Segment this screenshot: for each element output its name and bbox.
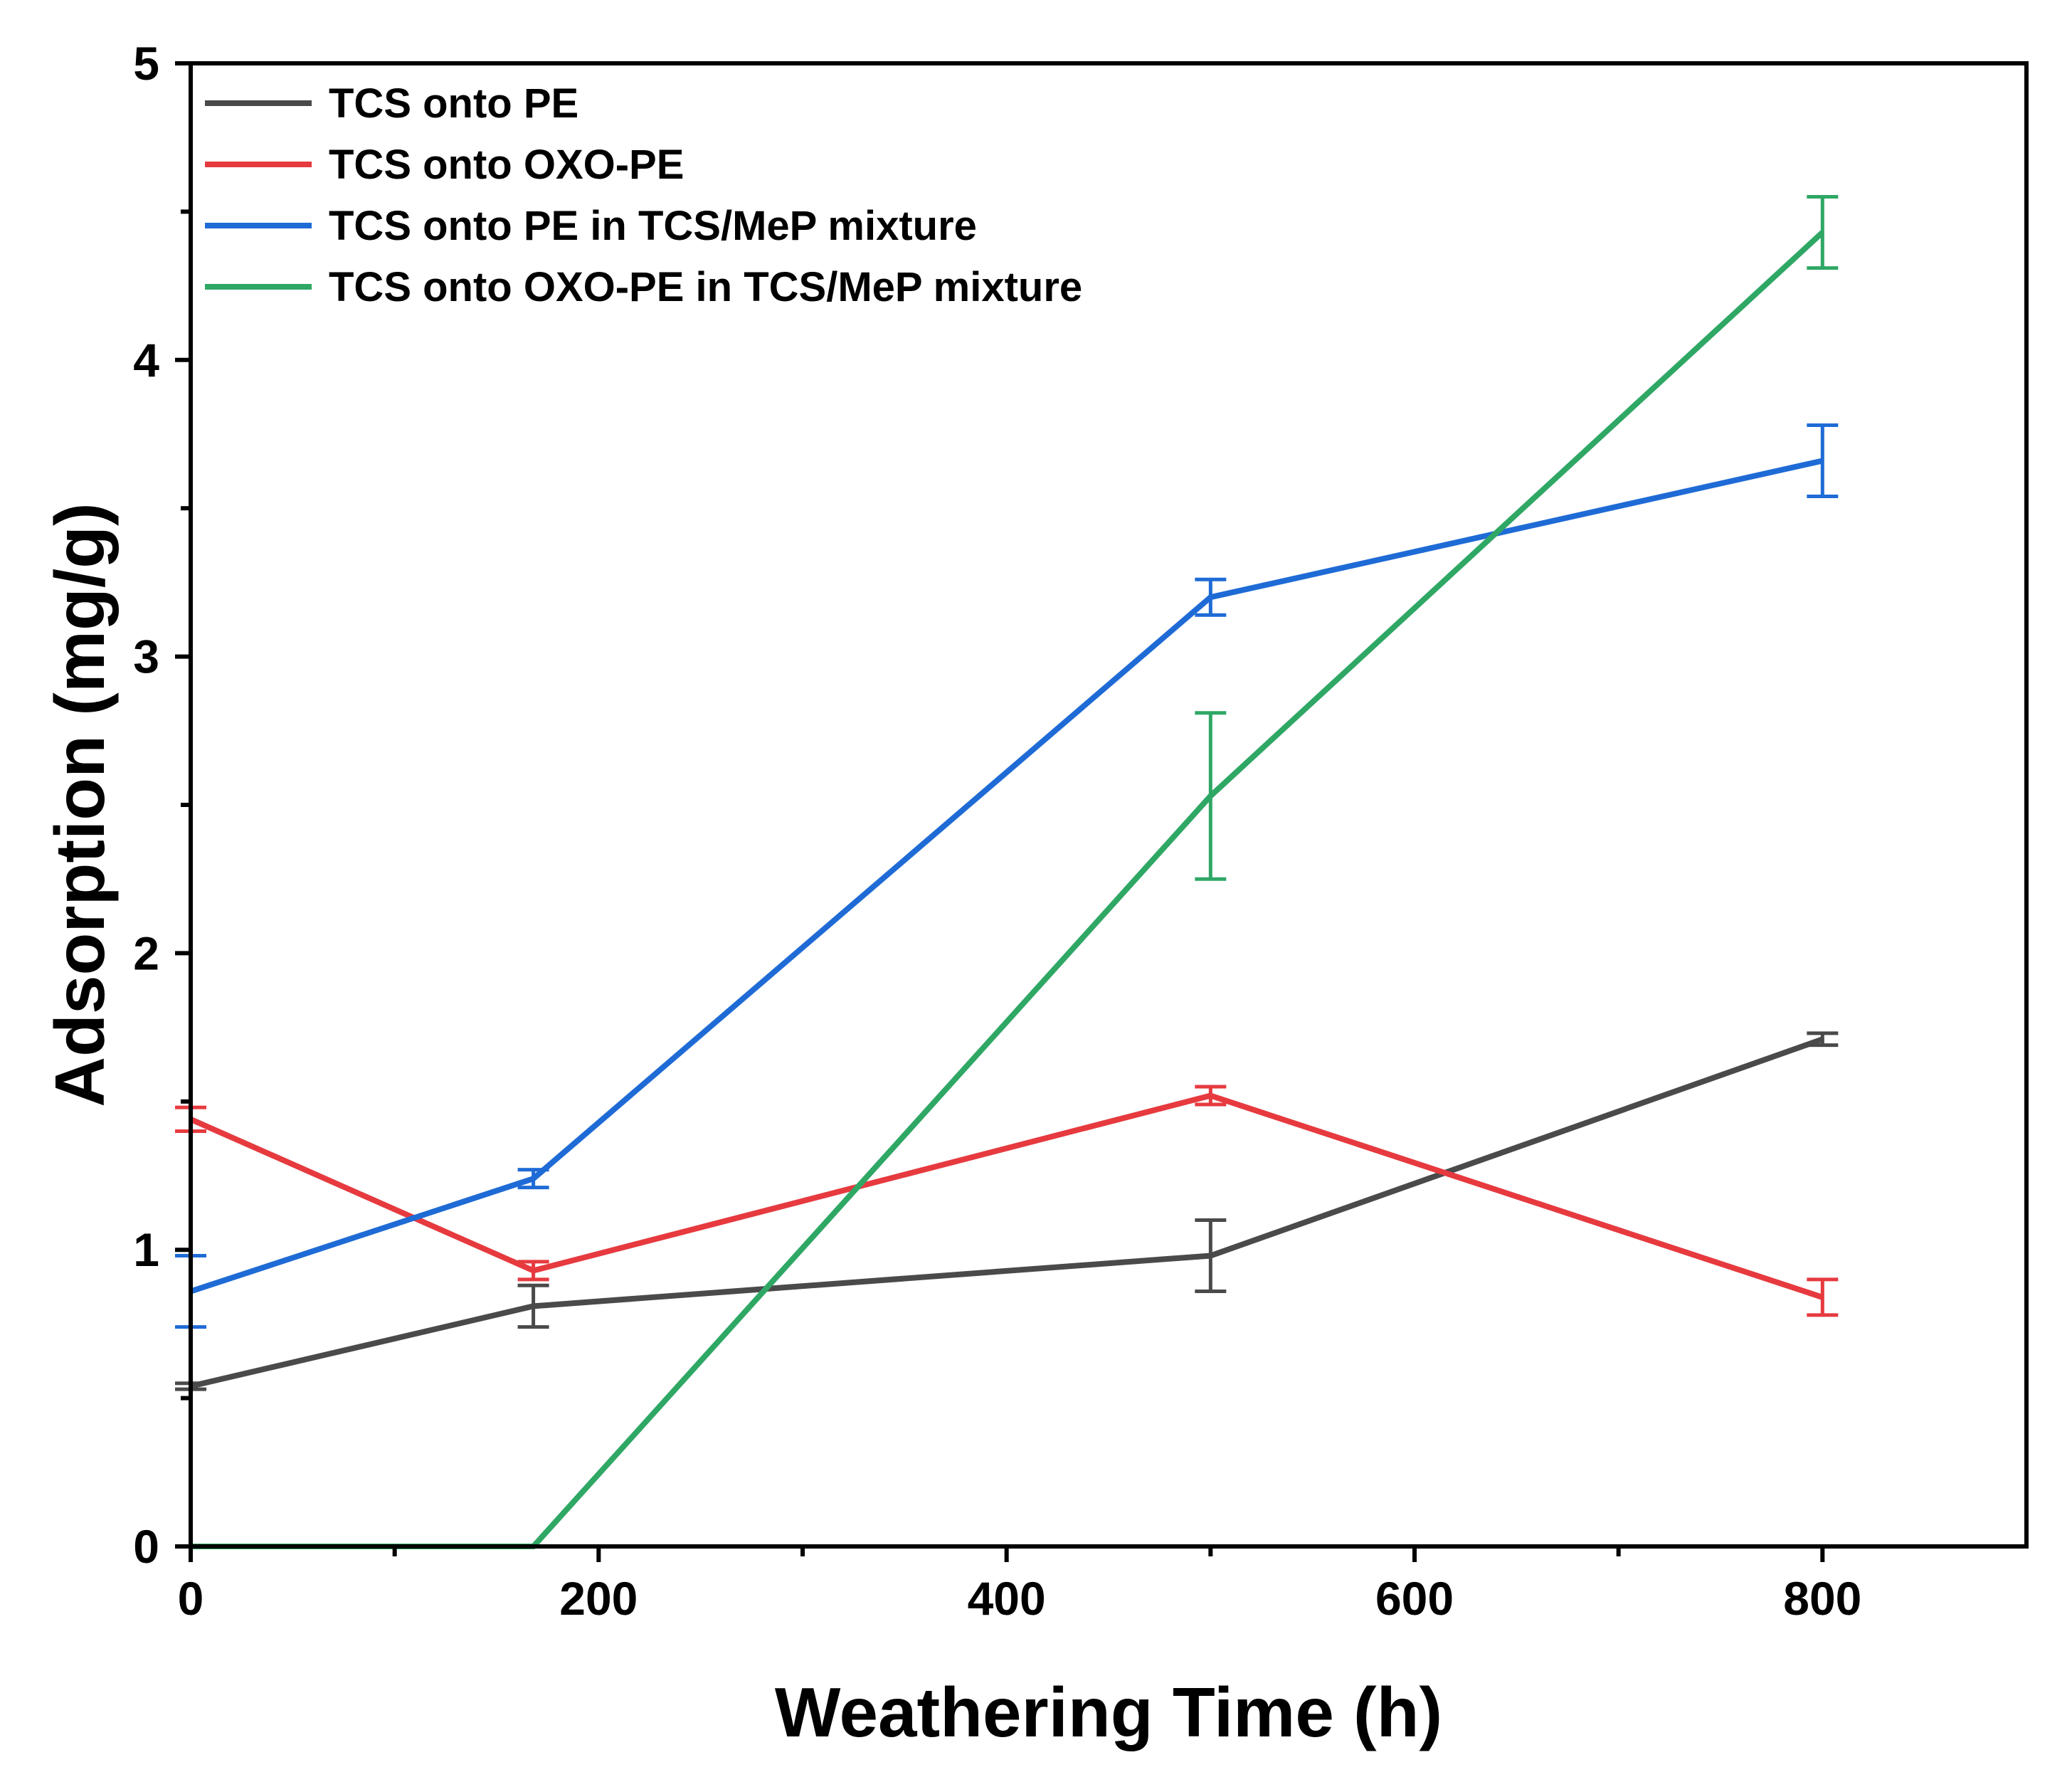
axes-layer: 0 200 400 600 800 0 1 2 3 4 5 xyxy=(133,37,2029,1625)
x-tick-label: 600 xyxy=(1375,1572,1454,1625)
error-bar xyxy=(1195,577,1227,617)
legend-label: TCS onto PE xyxy=(329,80,578,127)
y-tick-label: 3 xyxy=(133,631,159,683)
error-bar xyxy=(1807,1031,1839,1048)
error-bar xyxy=(517,1283,549,1329)
series-line xyxy=(190,1036,1824,1389)
y-tick-label: 0 xyxy=(133,1520,159,1573)
x-tick-label: 200 xyxy=(559,1572,638,1625)
legend: TCS onto PE TCS onto OXO-PE TCS onto PE in… xyxy=(205,80,1082,310)
error-bar xyxy=(517,1260,549,1282)
x-tick-label: 800 xyxy=(1783,1572,1861,1625)
x-axis-title: Weathering Time (h) xyxy=(775,1673,1442,1751)
error-bar xyxy=(1195,1218,1227,1294)
legend-item: TCS onto PE in TCS/MeP mixture xyxy=(205,203,977,249)
x-tick-label: 0 xyxy=(178,1572,204,1625)
legend-label: TCS onto OXO-PE in TCS/MeP mixture xyxy=(329,264,1082,310)
error-bar xyxy=(1807,423,1839,499)
error-bar xyxy=(1807,1277,1839,1317)
error-bar xyxy=(1807,195,1839,270)
series-line xyxy=(189,458,1824,1294)
legend-item: TCS onto OXO-PE xyxy=(205,142,684,188)
y-tick-label: 2 xyxy=(133,927,159,979)
y-tick-label: 5 xyxy=(133,37,159,90)
y-tick-label: 4 xyxy=(133,334,159,386)
error-bar xyxy=(517,1168,549,1190)
x-tick-label: 400 xyxy=(968,1572,1046,1625)
legend-item: TCS onto OXO-PE in TCS/MeP mixture xyxy=(205,264,1082,310)
error-bar xyxy=(1195,711,1227,881)
legend-label: TCS onto OXO-PE xyxy=(329,142,684,188)
error-bar xyxy=(1195,1085,1227,1107)
y-axis-title: Adsorption (mg/g) xyxy=(41,502,119,1107)
series-line xyxy=(189,1092,1824,1300)
series-0 xyxy=(175,1031,1839,1391)
legend-item: TCS onto PE xyxy=(205,80,578,127)
y-tick-label: 1 xyxy=(133,1223,159,1276)
legend-label: TCS onto PE in TCS/MeP mixture xyxy=(329,203,977,249)
